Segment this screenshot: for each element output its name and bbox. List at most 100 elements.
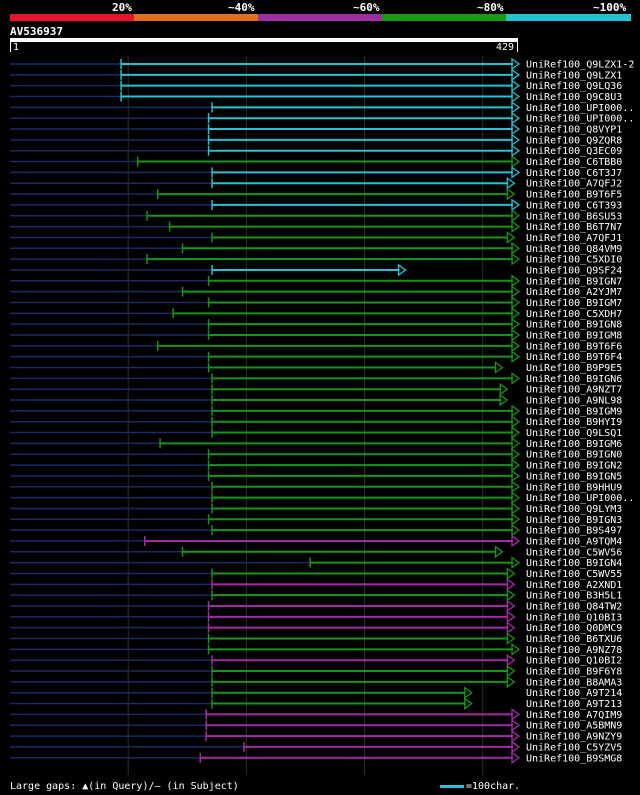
alignment-row[interactable]: UniRef100_A9T214: [10, 686, 622, 700]
alignment-row[interactable]: UniRef100_C6T393: [10, 198, 622, 212]
alignment-row[interactable]: UniRef100_B9IGN0: [10, 447, 622, 461]
hit-label[interactable]: UniRef100_Q9C8U3: [526, 92, 622, 103]
alignment-row[interactable]: UniRef100_B9T6F4: [10, 350, 622, 364]
hit-label[interactable]: UniRef100_Q8VYP1: [526, 125, 622, 136]
hit-label[interactable]: UniRef100_B9IGM7: [526, 298, 622, 309]
alignment-row[interactable]: UniRef100_B9IGM7: [10, 296, 622, 309]
hit-label[interactable]: UniRef100_B9T6F5: [526, 190, 622, 201]
hit-label[interactable]: UniRef100_C5YZV5: [526, 742, 622, 753]
alignment-row[interactable]: UniRef100_Q0DMC9: [10, 621, 622, 635]
hit-label[interactable]: UniRef100_B9S497: [526, 526, 622, 537]
alignment-row[interactable]: UniRef100_C5WV56: [10, 545, 622, 559]
alignment-row[interactable]: UniRef100_Q8VYP1: [10, 122, 622, 136]
hit-label[interactable]: UniRef100_B9IGM6: [526, 439, 622, 450]
alignment-row[interactable]: UniRef100_B9IGM6: [10, 437, 622, 450]
hit-label[interactable]: UniRef100_Q9LQ36: [526, 81, 622, 92]
alignment-row[interactable]: UniRef100_B9T6F6: [10, 339, 622, 353]
hit-label[interactable]: UniRef100_C5XDH7: [526, 309, 622, 320]
alignment-row[interactable]: UniRef100_Q9SF24: [10, 263, 622, 277]
hit-label[interactable]: UniRef100_Q0DMC9: [526, 623, 622, 634]
hit-label[interactable]: UniRef100_B9IGN3: [526, 515, 622, 526]
alignment-row[interactable]: UniRef100_B9HYI9: [10, 415, 622, 429]
hit-label[interactable]: UniRef100_B9IGN8: [526, 320, 622, 331]
hit-label[interactable]: UniRef100_B6T7N7: [526, 222, 622, 233]
alignment-row[interactable]: UniRef100_B9IGN6: [10, 372, 622, 385]
alignment-row[interactable]: UniRef100_Q9ZQR8: [10, 133, 622, 147]
query-id[interactable]: AV536937: [10, 25, 63, 38]
alignment-row[interactable]: UniRef100_A9NZT7: [10, 382, 622, 396]
alignment-row[interactable]: UniRef100_A9TQM4: [10, 534, 622, 548]
alignment-row[interactable]: UniRef100_Q9LZX1: [10, 68, 622, 82]
alignment-row[interactable]: UniRef100_Q3EC09: [10, 144, 622, 158]
hit-label[interactable]: UniRef100_Q84VM9: [526, 244, 622, 255]
hit-label[interactable]: UniRef100_B9IGN5: [526, 471, 622, 482]
alignment-row[interactable]: UniRef100_B9S497: [10, 523, 622, 537]
hit-label[interactable]: UniRef100_B9HYI9: [526, 417, 622, 428]
alignment-row[interactable]: UniRef100_UPI000..: [10, 111, 634, 125]
hit-label[interactable]: UniRef100_B3H5L1: [526, 591, 622, 602]
hit-label[interactable]: UniRef100_C6T393: [526, 200, 622, 211]
alignment-row[interactable]: UniRef100_Q10BI3: [10, 610, 622, 624]
alignment-row[interactable]: UniRef100_Q9LQ36: [10, 79, 622, 93]
hit-label[interactable]: UniRef100_A9NL98: [526, 396, 622, 407]
hit-label[interactable]: UniRef100_B9IGN4: [526, 558, 622, 569]
alignment-row[interactable]: UniRef100_A2YJM7: [10, 285, 622, 299]
hit-label[interactable]: UniRef100_C5WV56: [526, 547, 622, 558]
hit-label[interactable]: UniRef100_Q9LSQ1: [526, 428, 622, 439]
alignment-row[interactable]: UniRef100_B6SU53: [10, 209, 622, 223]
alignment-row[interactable]: UniRef100_C5XDH7: [10, 307, 622, 320]
alignment-row[interactable]: UniRef100_A7QIM9: [10, 708, 622, 721]
hit-label[interactable]: UniRef100_B8AMA3: [526, 677, 622, 688]
alignment-row[interactable]: UniRef100_A5BMN9: [10, 718, 622, 732]
hit-label[interactable]: UniRef100_A9T213: [526, 699, 622, 710]
hit-label[interactable]: UniRef100_UPI000..: [526, 493, 634, 504]
hit-label[interactable]: UniRef100_A2XND1: [526, 580, 622, 591]
hit-label[interactable]: UniRef100_A9NZY9: [526, 732, 622, 743]
alignment-row[interactable]: UniRef100_Q84VM9: [10, 242, 622, 255]
alignment-row[interactable]: UniRef100_A2XND1: [10, 578, 622, 591]
hit-label[interactable]: UniRef100_B9T6F6: [526, 341, 622, 352]
alignment-row[interactable]: UniRef100_B9IGN5: [10, 469, 622, 483]
alignment-row[interactable]: UniRef100_B9IGM8: [10, 328, 622, 342]
alignment-row[interactable]: UniRef100_C5WV55: [10, 567, 622, 580]
alignment-row[interactable]: UniRef100_A9T213: [10, 697, 622, 711]
hit-label[interactable]: UniRef100_A5BMN9: [526, 721, 622, 732]
hit-label[interactable]: UniRef100_B9F6Y8: [526, 667, 622, 678]
alignment-row[interactable]: UniRef100_Q10BI2: [10, 653, 622, 667]
alignment-row[interactable]: UniRef100_Q84TW2: [10, 599, 622, 613]
hit-label[interactable]: UniRef100_A2YJM7: [526, 287, 622, 298]
alignment-row[interactable]: UniRef100_B9F6Y8: [10, 664, 622, 678]
alignment-row[interactable]: UniRef100_B9IGN3: [10, 513, 622, 526]
alignment-row[interactable]: UniRef100_UPI000..: [10, 101, 634, 114]
hit-label[interactable]: UniRef100_A7QIM9: [526, 710, 622, 721]
hit-label[interactable]: UniRef100_UPI000..: [526, 114, 634, 125]
hit-label[interactable]: UniRef100_B9IGN7: [526, 276, 622, 287]
hit-label[interactable]: UniRef100_B9IGN2: [526, 461, 622, 472]
hit-label[interactable]: UniRef100_B9HHU9: [526, 482, 622, 493]
hit-label[interactable]: UniRef100_B9P9E5: [526, 363, 622, 374]
hit-label[interactable]: UniRef100_Q9LYM3: [526, 504, 622, 515]
alignment-row[interactable]: UniRef100_A9NZ78: [10, 643, 622, 656]
hit-label[interactable]: UniRef100_B9IGN0: [526, 450, 622, 461]
hit-label[interactable]: UniRef100_B9IGM9: [526, 406, 622, 417]
alignment-row[interactable]: UniRef100_B6T7N7: [10, 220, 622, 234]
alignment-row[interactable]: UniRef100_B9HHU9: [10, 480, 622, 494]
hit-label[interactable]: UniRef100_C6TBB0: [526, 157, 622, 168]
hit-label[interactable]: UniRef100_A7QFJ1: [526, 233, 622, 244]
alignment-row[interactable]: UniRef100_B3H5L1: [10, 588, 622, 602]
hit-label[interactable]: UniRef100_B9T6F4: [526, 352, 622, 363]
hit-label[interactable]: UniRef100_A9TQM4: [526, 536, 622, 547]
hit-label[interactable]: UniRef100_Q9ZQR8: [526, 135, 622, 146]
alignment-row[interactable]: UniRef100_Q9LYM3: [10, 502, 622, 515]
alignment-row[interactable]: UniRef100_UPI000..: [10, 491, 634, 505]
alignment-row[interactable]: UniRef100_A9NL98: [10, 393, 622, 407]
alignment-row[interactable]: UniRef100_B9T6F5: [10, 187, 622, 201]
alignment-row[interactable]: UniRef100_B9P9E5: [10, 361, 622, 375]
hit-label[interactable]: UniRef100_A9T214: [526, 688, 622, 699]
alignment-row[interactable]: UniRef100_Q9LSQ1: [10, 426, 622, 440]
alignment-row[interactable]: UniRef100_A7QFJ2: [10, 176, 622, 190]
hit-label[interactable]: UniRef100_A9NZ78: [526, 645, 622, 656]
alignment-row[interactable]: UniRef100_A9NZY9: [10, 729, 622, 743]
alignment-row[interactable]: UniRef100_B9IGN4: [10, 556, 622, 570]
alignment-row[interactable]: UniRef100_B9IGM9: [10, 404, 622, 418]
